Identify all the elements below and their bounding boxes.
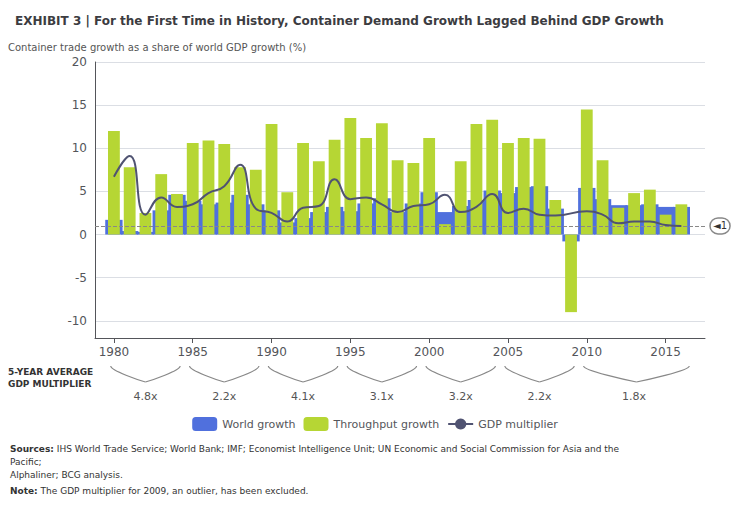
svg-text:GDP multiplier: GDP multiplier — [478, 418, 558, 431]
svg-text:2010: 2010 — [572, 345, 603, 359]
svg-text:2015: 2015 — [650, 345, 681, 359]
svg-text:5: 5 — [79, 184, 87, 198]
svg-text:4.8x: 4.8x — [133, 390, 157, 403]
svg-text:2.2x: 2.2x — [527, 390, 551, 403]
svg-text:Container trade growth as a sh: Container trade growth as a share of wor… — [8, 42, 306, 53]
svg-text:EXHIBIT 3 | For the First Time: EXHIBIT 3 | For the First Time in Histor… — [15, 14, 664, 28]
svg-text:20: 20 — [72, 55, 87, 69]
svg-text:-5: -5 — [75, 271, 87, 285]
svg-text:3.2x: 3.2x — [449, 390, 473, 403]
svg-text:1995: 1995 — [335, 345, 366, 359]
svg-text:0: 0 — [79, 228, 87, 242]
svg-text:-10: -10 — [67, 314, 87, 328]
svg-text:1985: 1985 — [177, 345, 208, 359]
svg-text:World growth: World growth — [222, 418, 295, 431]
svg-text:Throughput growth: Throughput growth — [333, 418, 440, 431]
svg-text:The GDP multiplier for 2009, a: The GDP multiplier for 2009, an outlier,… — [38, 486, 309, 496]
svg-text:Pacific;: Pacific; — [10, 457, 42, 467]
svg-text:Note:: Note: — [10, 486, 38, 496]
svg-text:1990: 1990 — [256, 345, 287, 359]
svg-text:1.8x: 1.8x — [622, 390, 646, 403]
svg-text:4.1x: 4.1x — [291, 390, 315, 403]
svg-text:IHS World Trade Service; World: IHS World Trade Service; World Bank; IMF… — [54, 444, 622, 454]
svg-text:Sources:: Sources: — [10, 444, 54, 454]
svg-text:◄1: ◄1 — [713, 220, 727, 231]
svg-text:GDP MULTIPLIER: GDP MULTIPLIER — [8, 379, 91, 389]
svg-text:2000: 2000 — [414, 345, 445, 359]
svg-text:15: 15 — [72, 98, 87, 112]
svg-text:Alphaliner; BCG analysis.: Alphaliner; BCG analysis. — [10, 470, 123, 480]
svg-text:3.1x: 3.1x — [370, 390, 394, 403]
svg-text:5-YEAR AVERAGE: 5-YEAR AVERAGE — [8, 367, 93, 377]
svg-text:1980: 1980 — [99, 345, 130, 359]
svg-text:10: 10 — [72, 141, 87, 155]
svg-text:2.2x: 2.2x — [212, 390, 236, 403]
svg-text:2005: 2005 — [493, 345, 524, 359]
